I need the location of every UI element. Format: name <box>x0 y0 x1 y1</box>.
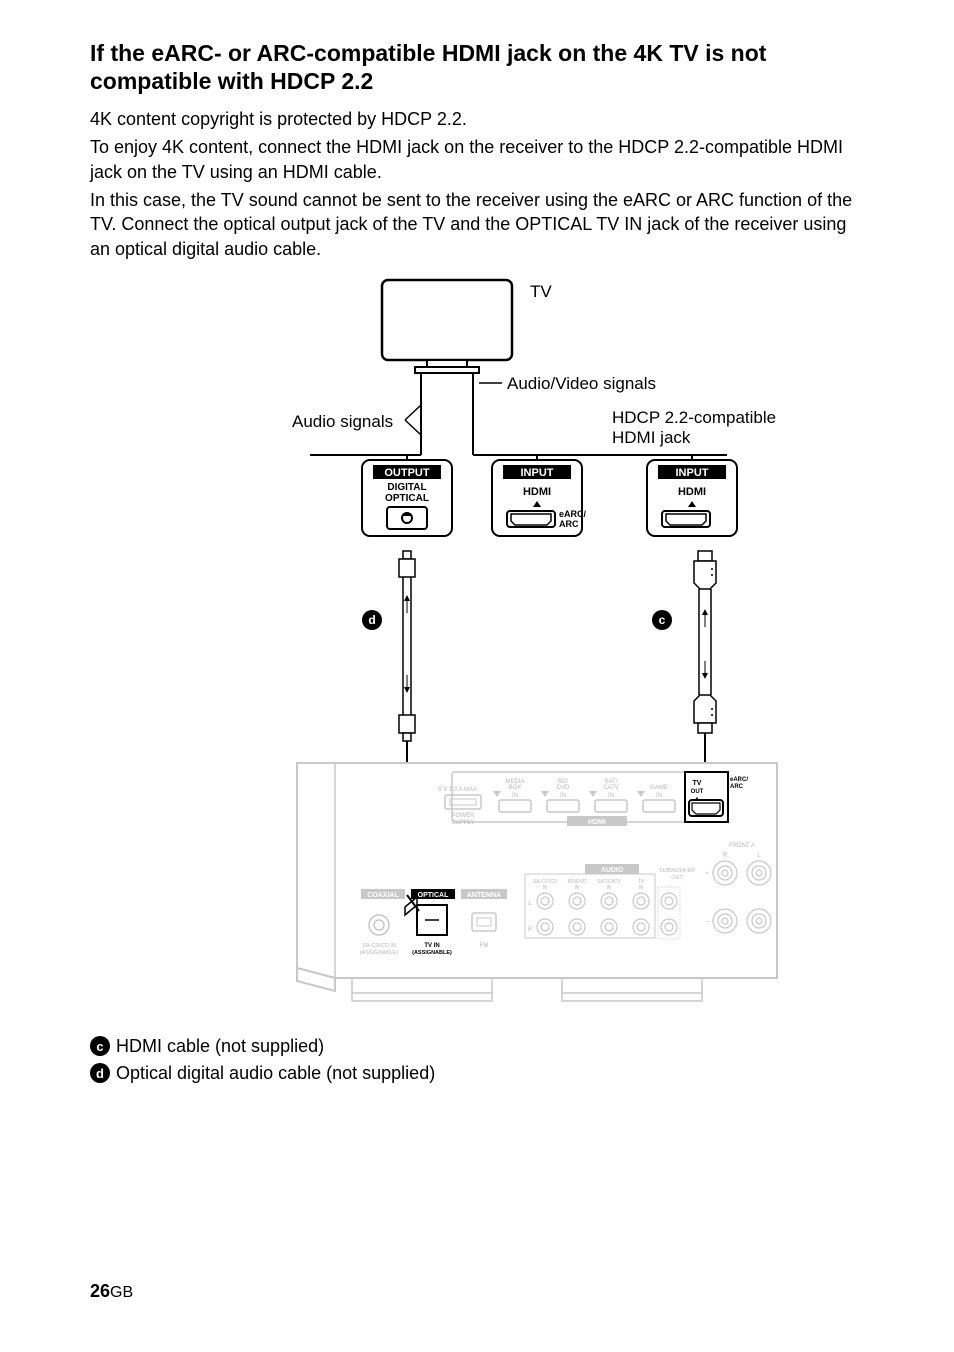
svg-text:IN: IN <box>639 885 644 891</box>
svg-text:DVD: DVD <box>557 785 570 791</box>
paragraph-1: 4K content copyright is protected by HDC… <box>90 107 864 131</box>
svg-text:(ASSIGNABLE): (ASSIGNABLE) <box>360 950 399 956</box>
svg-text:GAME: GAME <box>650 785 668 791</box>
paragraph-3: In this case, the TV sound cannot be sen… <box>90 188 864 261</box>
svg-text:IN: IN <box>560 793 566 799</box>
svg-text:+: + <box>705 871 709 877</box>
rear-tv-label: TV <box>693 780 702 787</box>
legend: c HDMI cable (not supplied) d Optical di… <box>90 1033 864 1087</box>
svg-text:POWER: POWER <box>452 813 475 819</box>
port-hdmi-label-1: HDMI <box>523 486 551 498</box>
optical-cable-icon <box>399 551 415 741</box>
rear-hdmi-bar: HDMI <box>588 819 606 826</box>
svg-text:IN: IN <box>656 793 662 799</box>
rear-5v: 5 V 1.0 A MAX <box>438 787 477 793</box>
bullet-c-diagram: c <box>659 613 666 627</box>
legend-d-text: Optical digital audio cable (not supplie… <box>116 1060 435 1087</box>
diagram-svg: TV Audio/Video signals Audio signals HDC… <box>167 275 787 1015</box>
port-digital-label: DIGITAL <box>387 482 426 493</box>
page-number: 26 <box>90 1281 110 1301</box>
port-output-optical: OUTPUT DIGITAL OPTICAL <box>362 460 452 536</box>
port-optical-label: OPTICAL <box>385 493 429 504</box>
svg-text:R: R <box>528 927 533 933</box>
svg-text:ARC: ARC <box>730 784 744 790</box>
section-heading: If the eARC- or ARC-compatible HDMI jack… <box>90 40 864 95</box>
svg-text:R: R <box>723 853 728 859</box>
port-input-label-2: INPUT <box>676 467 709 479</box>
port-input-label-1: INPUT <box>521 467 554 479</box>
hdcp-label-2: HDMI jack <box>612 428 691 447</box>
av-signals-label: Audio/Video signals <box>507 374 656 393</box>
rear-optical: OPTICAL <box>418 892 449 899</box>
connection-diagram: TV Audio/Video signals Audio signals HDC… <box>90 275 864 1015</box>
page-footer: 26GB <box>90 1281 133 1302</box>
tv-icon <box>382 280 512 373</box>
svg-text:SA-CD/CD IN: SA-CD/CD IN <box>362 943 396 949</box>
bullet-d-icon: d <box>90 1063 110 1083</box>
svg-text:IN: IN <box>575 885 580 891</box>
legend-c-text: HDMI cable (not supplied) <box>116 1033 324 1060</box>
rear-audio: AUDIO <box>601 867 624 874</box>
tv-label: TV <box>530 282 552 301</box>
manual-page: If the eARC- or ARC-compatible HDMI jack… <box>0 0 954 1352</box>
port-earc-label-2: ARC <box>559 519 579 529</box>
rear-out-label: OUT <box>691 789 704 795</box>
svg-text:(ASSIGNABLE): (ASSIGNABLE) <box>412 950 452 956</box>
hdcp-label-1: HDCP 2.2-compatible <box>612 408 776 427</box>
hdmi-cable-icon <box>694 551 716 733</box>
port-input-hdmi-earc: INPUT HDMI eARC/ ARC <box>492 460 587 536</box>
receiver-rear-panel: HDMI MEDIA BOX IN BD/ DVD IN SAT/ CATV I… <box>297 763 777 1001</box>
port-earc-label-1: eARC/ <box>559 509 587 519</box>
paragraph-2: To enjoy 4K content, connect the HDMI ja… <box>90 135 864 184</box>
svg-text:FRONT A: FRONT A <box>729 843 755 849</box>
port-hdmi-label-2: HDMI <box>678 486 706 498</box>
legend-row-c: c HDMI cable (not supplied) <box>90 1033 864 1060</box>
svg-text:eARC/: eARC/ <box>730 777 748 783</box>
rear-coaxial: COAXIAL <box>367 892 399 899</box>
bullet-d-diagram: d <box>368 613 375 627</box>
svg-text:IN: IN <box>608 793 614 799</box>
port-input-hdmi: INPUT HDMI <box>647 460 737 536</box>
port-output-label: OUTPUT <box>384 467 430 479</box>
svg-text:OUT: OUT <box>671 875 683 881</box>
svg-text:BOX: BOX <box>509 785 522 791</box>
legend-row-d: d Optical digital audio cable (not suppl… <box>90 1060 864 1087</box>
rear-antenna: ANTENNA <box>467 892 501 899</box>
page-suffix: GB <box>110 1284 133 1301</box>
svg-text:SUPPLY: SUPPLY <box>451 820 474 826</box>
svg-text:FM: FM <box>480 943 489 949</box>
svg-text:SUBWOOFER: SUBWOOFER <box>659 868 695 874</box>
bullet-c-icon: c <box>90 1036 110 1056</box>
svg-text:CATV: CATV <box>603 785 619 791</box>
svg-text:TV IN: TV IN <box>424 943 439 949</box>
audio-signals-label: Audio signals <box>292 412 393 431</box>
svg-text:IN: IN <box>512 793 518 799</box>
svg-text:IN: IN <box>543 885 548 891</box>
svg-text:IN: IN <box>607 885 612 891</box>
